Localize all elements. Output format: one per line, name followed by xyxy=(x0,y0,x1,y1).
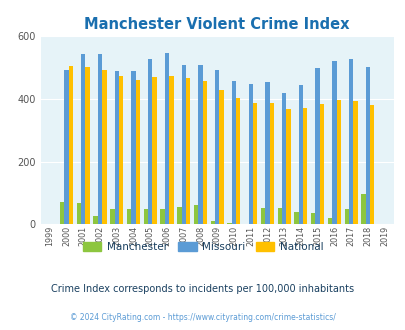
Bar xyxy=(77,203,81,224)
Title: Manchester Violent Crime Index: Manchester Violent Crime Index xyxy=(84,17,349,32)
Bar xyxy=(369,105,373,224)
Bar xyxy=(344,209,348,224)
Bar xyxy=(127,209,131,224)
Text: © 2024 CityRating.com - https://www.cityrating.com/crime-statistics/: © 2024 CityRating.com - https://www.city… xyxy=(70,313,335,322)
Bar xyxy=(327,217,331,224)
Bar xyxy=(248,84,252,224)
Bar xyxy=(298,85,303,224)
Bar xyxy=(114,71,119,224)
Bar xyxy=(152,77,156,224)
Bar xyxy=(336,100,340,224)
Bar xyxy=(331,61,336,224)
Bar xyxy=(219,90,223,224)
Bar xyxy=(177,207,181,224)
Bar xyxy=(303,108,307,224)
Bar xyxy=(294,213,298,224)
Bar xyxy=(252,103,257,224)
Bar xyxy=(98,54,102,224)
Bar xyxy=(365,67,369,224)
Text: Crime Index corresponds to incidents per 100,000 inhabitants: Crime Index corresponds to incidents per… xyxy=(51,284,354,294)
Bar xyxy=(148,59,152,224)
Bar xyxy=(360,194,365,224)
Bar xyxy=(231,82,236,224)
Bar xyxy=(210,221,215,224)
Bar xyxy=(269,103,273,224)
Bar xyxy=(348,58,352,224)
Bar xyxy=(281,93,286,224)
Bar xyxy=(169,76,173,224)
Bar xyxy=(164,52,169,224)
Bar xyxy=(131,71,135,224)
Bar xyxy=(85,67,90,224)
Bar xyxy=(194,205,198,224)
Bar xyxy=(227,223,231,224)
Bar xyxy=(81,54,85,224)
Bar xyxy=(260,208,264,224)
Bar xyxy=(264,82,269,224)
Bar xyxy=(93,215,98,224)
Bar xyxy=(60,202,64,224)
Bar xyxy=(64,70,68,224)
Bar xyxy=(198,65,202,224)
Bar xyxy=(310,214,315,224)
Bar xyxy=(181,65,185,224)
Bar xyxy=(319,104,323,224)
Bar xyxy=(286,109,290,224)
Bar xyxy=(185,78,190,224)
Bar xyxy=(102,70,106,224)
Bar xyxy=(160,209,164,224)
Bar xyxy=(135,80,140,224)
Bar xyxy=(277,208,281,224)
Bar xyxy=(236,98,240,224)
Bar xyxy=(119,77,123,224)
Bar xyxy=(315,68,319,224)
Bar xyxy=(352,101,357,224)
Bar xyxy=(215,70,219,224)
Bar xyxy=(143,209,148,224)
Bar xyxy=(68,66,73,224)
Bar xyxy=(110,209,114,224)
Bar xyxy=(202,81,207,224)
Legend: Manchester, Missouri, National: Manchester, Missouri, National xyxy=(78,238,327,256)
